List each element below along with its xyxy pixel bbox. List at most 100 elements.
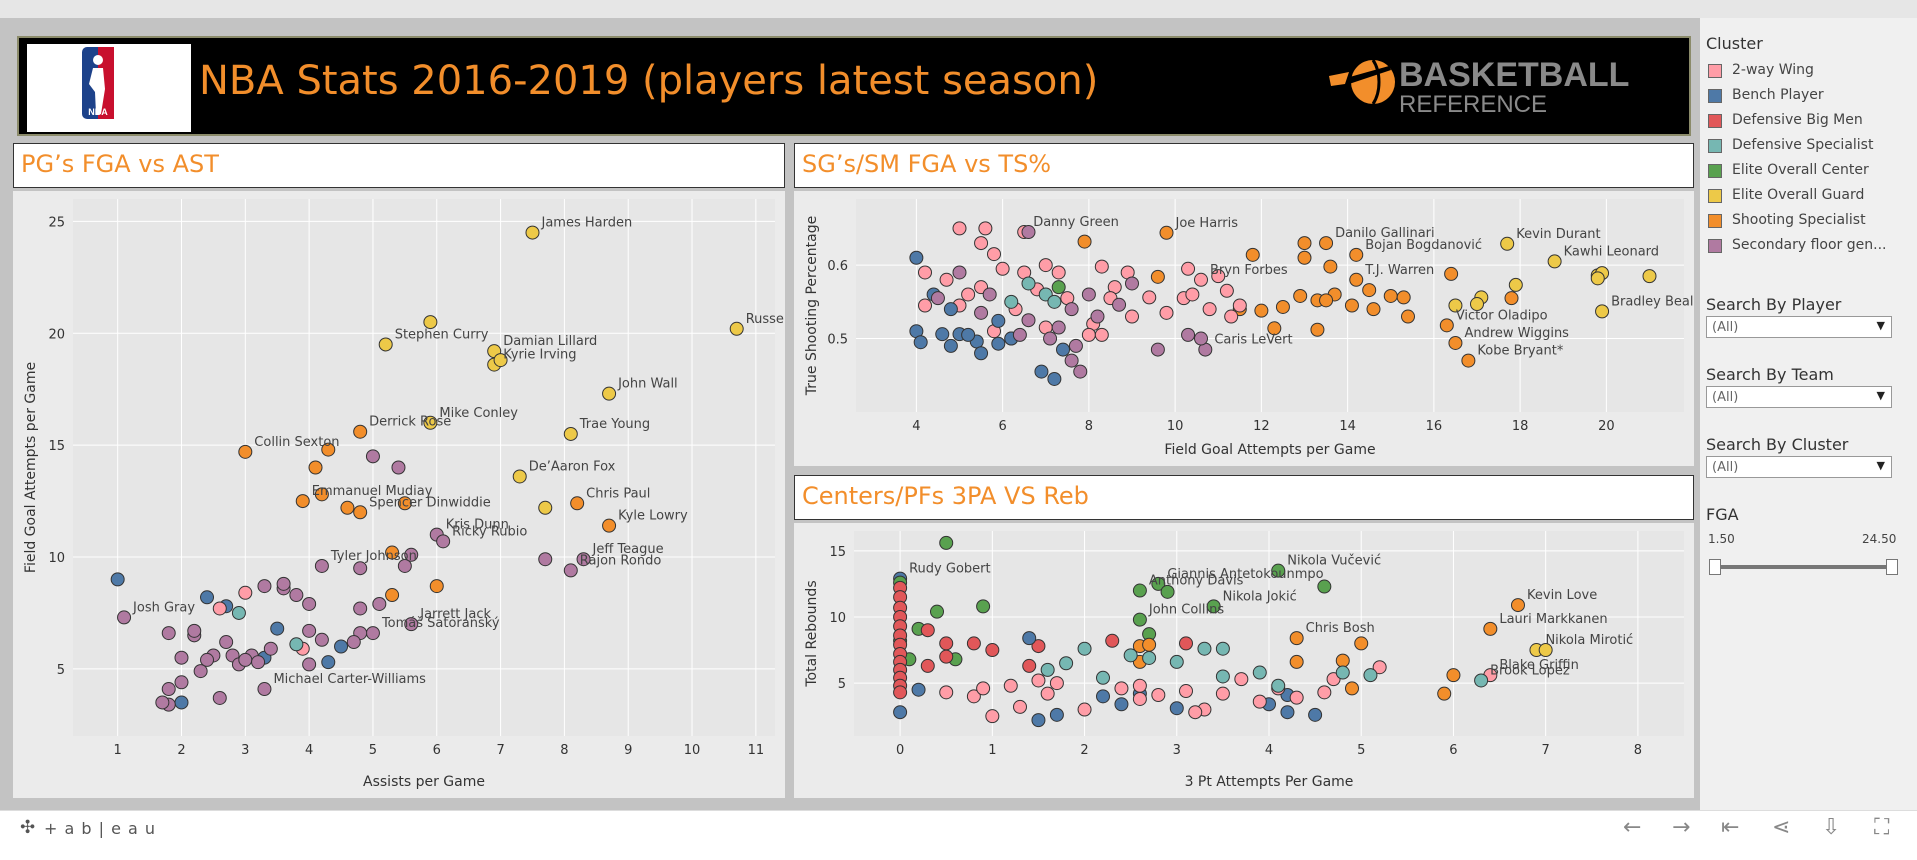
legend-item[interactable]: Shooting Specialist: [1708, 211, 1913, 231]
chevron-down-icon: ▼: [1876, 319, 1885, 332]
x-tick-label: 0: [896, 743, 904, 758]
data-point: [966, 636, 981, 651]
fga-slider-track[interactable]: [1714, 565, 1890, 569]
data-point: [1297, 250, 1312, 265]
legend-item[interactable]: Elite Overall Guard: [1708, 186, 1913, 206]
y-tick-label: 5: [838, 677, 846, 692]
data-point: [1150, 269, 1165, 284]
data-point: [1114, 697, 1129, 712]
data-point: [987, 247, 1001, 262]
search-player-dropdown[interactable]: (All) ▼: [1706, 316, 1892, 338]
data-point: [1289, 654, 1304, 669]
logo-text: NBA: [88, 107, 108, 117]
legend-item[interactable]: Defensive Specialist: [1708, 136, 1913, 156]
x-tick-label: 11: [748, 743, 765, 758]
undo-icon[interactable]: ←: [1623, 815, 1642, 840]
data-point: [353, 424, 368, 439]
point-label: Victor Oladipo: [1456, 308, 1548, 323]
search-cluster-dropdown[interactable]: (All) ▼: [1706, 456, 1892, 478]
search-team-dropdown[interactable]: (All) ▼: [1706, 386, 1892, 408]
x-tick-label: 12: [1253, 419, 1270, 434]
search-player-label: Search By Player: [1706, 295, 1842, 314]
data-point: [1077, 234, 1092, 249]
data-point: [334, 639, 349, 654]
data-point: [918, 298, 932, 313]
data-point: [1401, 309, 1415, 324]
data-point: [1034, 364, 1049, 379]
data-point: [1439, 318, 1454, 333]
data-point: [1267, 321, 1282, 336]
redo-icon[interactable]: →: [1672, 815, 1691, 840]
data-point: [1202, 302, 1217, 317]
data-point: [1003, 678, 1018, 693]
data-point: [930, 291, 945, 306]
pg-fga-vs-ast-chart[interactable]: 1 2 3 4 5 6 7 8 9 10 11 5 10 15 20 25 Assists per Game Fi…: [13, 191, 785, 798]
revert-icon[interactable]: ⇤: [1721, 815, 1740, 840]
data-point: [1224, 309, 1239, 324]
fga-min-value: 1.50: [1708, 532, 1735, 546]
data-point: [1114, 681, 1129, 696]
data-point: [1181, 261, 1196, 276]
data-point: [1372, 660, 1387, 675]
center-3pa-vs-reb-chart[interactable]: 0 1 2 3 4 5 6 7 8 5 10 15 3 Pt Attempts Per Game Tota…: [794, 523, 1694, 798]
download-icon[interactable]: ⇩: [1822, 815, 1841, 840]
data-point: [939, 535, 954, 550]
data-point: [1132, 691, 1147, 706]
data-point: [397, 496, 412, 511]
data-point: [212, 601, 227, 616]
chevron-down-icon: ▼: [1876, 459, 1885, 472]
data-point: [391, 460, 406, 475]
data-point: [353, 561, 368, 576]
x-tick-label: 3: [1173, 743, 1181, 758]
point-label: Trae Young: [579, 417, 650, 432]
fga-slider-min-handle[interactable]: [1709, 559, 1721, 575]
legend-label: Shooting Specialist: [1732, 212, 1866, 228]
data-point: [423, 315, 438, 330]
data-point: [570, 496, 585, 511]
tableau-logo-icon: ✣: [20, 817, 36, 838]
data-point: [1317, 685, 1332, 700]
data-point: [385, 545, 400, 560]
data-point: [1595, 304, 1610, 319]
data-point: [1504, 291, 1519, 306]
data-point: [1031, 713, 1046, 728]
data-point: [939, 636, 954, 651]
data-point: [161, 626, 176, 641]
fullscreen-icon[interactable]: ⛶: [1874, 815, 1890, 840]
search-cluster-label: Search By Cluster: [1706, 435, 1849, 454]
x-tick-label: 6: [998, 419, 1006, 434]
legend-swatch: [1708, 164, 1722, 178]
data-point: [1319, 236, 1334, 251]
data-point: [1275, 299, 1290, 314]
legend-label: 2-way Wing: [1732, 62, 1814, 78]
legend-item[interactable]: Elite Overall Center: [1708, 161, 1913, 181]
data-point: [1040, 686, 1055, 701]
x-tick-label: 4: [912, 419, 920, 434]
data-point: [1383, 288, 1398, 303]
point-label: Nikola Jokić: [1223, 589, 1297, 604]
data-point: [1022, 658, 1037, 673]
legend-swatch: [1708, 189, 1722, 203]
data-point: [1219, 283, 1234, 298]
share-icon[interactable]: ⋖: [1772, 815, 1791, 840]
legend-label: Secondary floor gen...: [1732, 237, 1887, 253]
legend-item[interactable]: Bench Player: [1708, 86, 1913, 106]
point-label: Kyle Lowry: [618, 509, 688, 524]
legend-item[interactable]: Secondary floor gen...: [1708, 236, 1913, 256]
tableau-footer: ✣ + a b | e a u ← → ⇤ ⋖ ⇩ ⛶: [0, 810, 1917, 846]
data-point: [1289, 690, 1304, 705]
data-point: [1194, 272, 1208, 287]
legend-item[interactable]: Defensive Big Men: [1708, 111, 1913, 131]
data-point: [1446, 668, 1461, 683]
data-point: [1310, 322, 1325, 337]
data-point: [1483, 621, 1498, 636]
data-point: [1363, 668, 1378, 683]
data-point: [1215, 686, 1230, 701]
point-label: Josh Gray: [132, 600, 195, 615]
fga-slider-max-handle[interactable]: [1886, 559, 1898, 575]
sg-fga-vs-ts-chart[interactable]: 4 6 8 10 12 14 16 18 20 0.5 0.6 Field Goal Attempts…: [794, 191, 1694, 466]
legend-item[interactable]: 2-way Wing: [1708, 61, 1913, 81]
data-point: [276, 576, 291, 591]
data-point: [1073, 364, 1088, 379]
data-point: [238, 585, 253, 600]
